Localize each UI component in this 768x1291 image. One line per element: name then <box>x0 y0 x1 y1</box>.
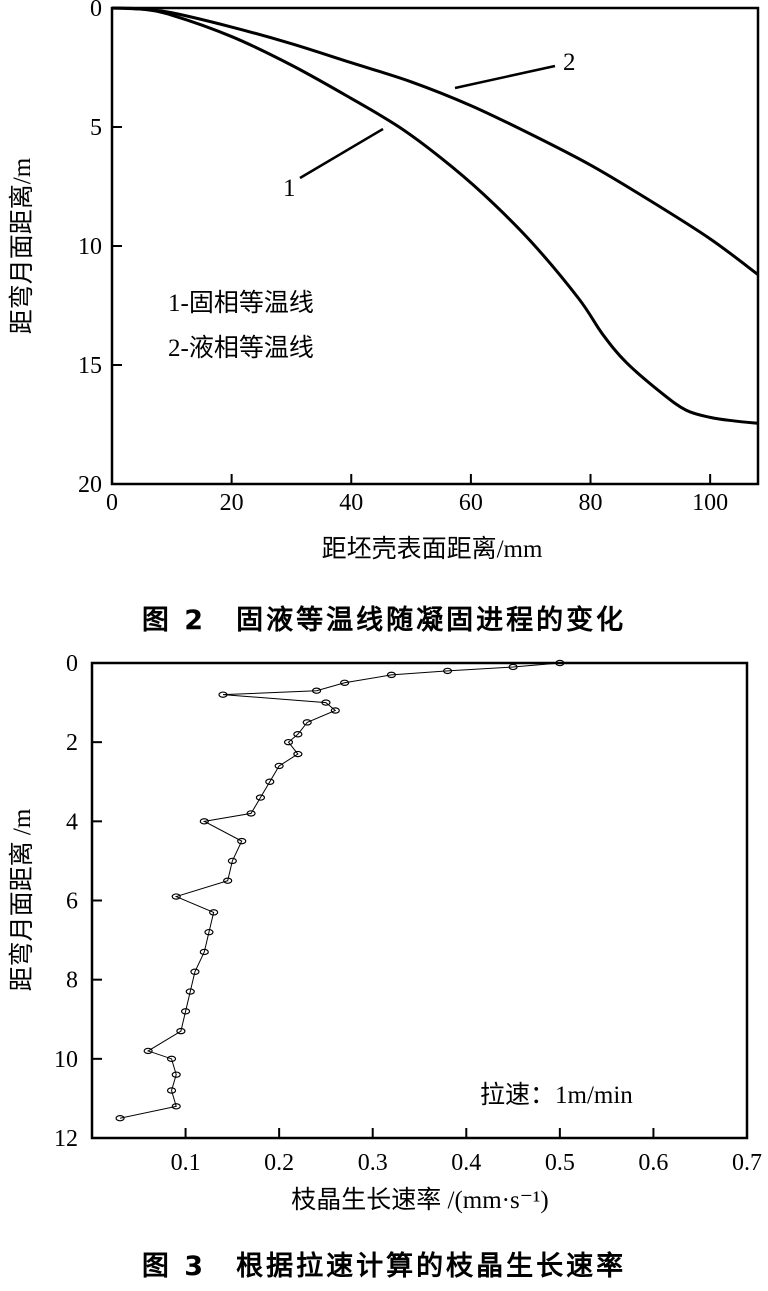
fig2-plot-frame <box>110 6 760 486</box>
fig3-y-tick-label: 4 <box>66 809 78 835</box>
figure-3: 0 2 4 6 8 10 12 0.1 0.2 0.3 0.4 0.5 0.6 0.7 拉速：1m/mi… <box>8 651 762 1282</box>
fig2-y-tick-label: 15 <box>78 353 102 379</box>
fig2-x-tick-label: 40 <box>339 490 363 516</box>
fig3-x-tick-label: 0.3 <box>358 1150 388 1176</box>
data-point <box>176 1027 186 1035</box>
curve-2-label: 2 <box>563 49 576 76</box>
fig2-x-tick-label: 80 <box>579 490 603 516</box>
fig3-x-axis-label: 枝晶生长速率 /(mm·s⁻¹) <box>291 1186 548 1214</box>
data-point <box>171 893 181 900</box>
series-1-line <box>111 6 759 425</box>
data-point <box>199 818 209 825</box>
fig3-x-tick-label: 0.2 <box>264 1150 294 1176</box>
data-point <box>508 663 518 671</box>
fig3-x-tick-label: 0.4 <box>451 1150 481 1176</box>
data-point <box>302 719 312 726</box>
data-point <box>209 909 219 916</box>
fig3-y-tick-label: 8 <box>66 968 78 994</box>
data-point <box>204 928 214 936</box>
fig3-x-ticks: 0.1 0.2 0.3 0.4 0.5 0.6 0.7 <box>171 1128 762 1176</box>
fig3-caption: 图 3 根据拉速计算的枝晶生长速率 <box>142 1250 626 1282</box>
data-point <box>143 1047 153 1055</box>
data-point <box>274 762 284 770</box>
fig3-y-tick-label: 6 <box>66 889 78 915</box>
fig2-curves <box>111 6 759 425</box>
fig3-annotation: 拉速：1m/min <box>480 1081 633 1109</box>
fig3-y-tick-label: 0 <box>66 651 78 677</box>
fig3-x-tick-label: 0.1 <box>171 1150 201 1176</box>
data-point <box>265 778 275 785</box>
fig3-data-points <box>115 659 565 1122</box>
data-point <box>246 810 256 817</box>
data-point <box>340 679 350 686</box>
data-point <box>218 691 228 698</box>
fig3-x-tick-label: 0.6 <box>638 1150 668 1176</box>
data-point <box>255 794 266 801</box>
fig2-x-tick-label: 100 <box>692 490 728 516</box>
data-point <box>311 687 322 694</box>
curve-1-label: 1 <box>283 175 296 202</box>
fig2-legend-item-2: 2-液相等温线 <box>168 334 314 362</box>
fig2-caption: 图 2 固液等温线随凝固进程的变化 <box>142 604 626 636</box>
fig3-y-tick-label: 10 <box>54 1047 78 1073</box>
data-point <box>321 699 331 706</box>
fig2-x-tick-label: 0 <box>106 490 118 516</box>
fig2-y-axis-label: 距弯月面距离/m <box>8 157 36 334</box>
data-point <box>442 667 453 675</box>
fig2-y-tick-label: 20 <box>78 472 102 498</box>
data-point <box>199 948 209 956</box>
fig3-x-tick-label: 0.7 <box>732 1150 762 1176</box>
data-point <box>180 1008 191 1015</box>
fig2-y-tick-label: 0 <box>90 0 102 22</box>
fig2-x-axis-label: 距坯壳表面距离/mm <box>322 535 543 563</box>
data-point <box>237 837 247 845</box>
fig2-x-tick-label: 20 <box>220 490 244 516</box>
fig3-y-ticks: 0 2 4 6 8 10 12 <box>54 651 102 1152</box>
fig2-y-tick-label: 5 <box>90 115 102 141</box>
data-point <box>190 968 200 975</box>
data-point <box>330 707 340 714</box>
data-point <box>171 1103 181 1110</box>
fig2-y-ticks: 0 5 10 15 20 <box>78 0 122 498</box>
data-point <box>283 738 294 746</box>
data-point <box>223 877 233 884</box>
series-connector-line <box>119 662 560 1119</box>
fig2-x-tick-label: 60 <box>459 490 483 516</box>
series-2-line <box>111 6 759 276</box>
fig3-y-tick-label: 12 <box>54 1126 78 1152</box>
fig3-x-tick-label: 0.5 <box>545 1150 575 1176</box>
data-point <box>171 1071 181 1078</box>
fig3-y-axis-label: 距弯月面距离 /m <box>8 808 36 991</box>
data-point <box>386 671 397 679</box>
curve-2-leader <box>454 64 556 90</box>
data-point <box>555 659 565 667</box>
curve-1-leader <box>299 127 384 180</box>
fig2-legend-item-1: 1-固相等温线 <box>168 289 314 317</box>
data-point <box>293 750 303 758</box>
data-point <box>166 1055 177 1063</box>
fig3-y-tick-label: 2 <box>66 730 78 756</box>
data-point <box>227 857 237 865</box>
data-point <box>166 1087 177 1094</box>
data-point <box>115 1115 125 1122</box>
fig2-x-ticks: 0 20 40 60 80 100 <box>106 474 728 516</box>
data-point <box>185 988 195 995</box>
data-point <box>293 731 303 738</box>
fig2-y-tick-label: 10 <box>78 234 102 260</box>
fig3-plot-frame <box>90 661 749 1140</box>
